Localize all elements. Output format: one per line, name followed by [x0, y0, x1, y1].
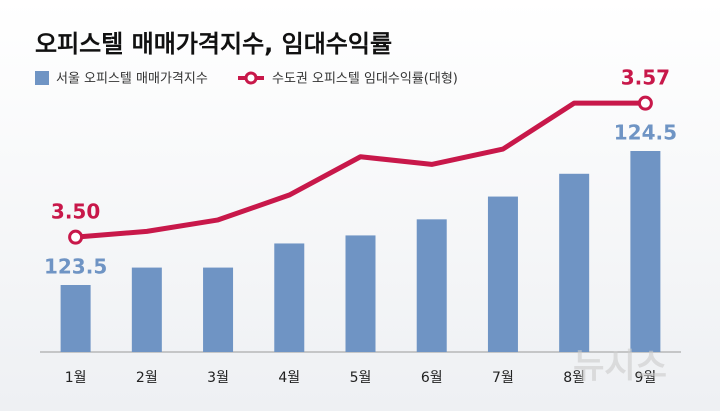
- legend-label: 수도권 오피스텔 임대수익률(대형): [272, 72, 458, 87]
- data-label: 3.57: [621, 66, 670, 90]
- data-label: 123.5: [44, 255, 107, 279]
- x-tick-label: 7월: [492, 370, 514, 386]
- x-tick-label: 6월: [421, 370, 443, 386]
- bar: [131, 267, 162, 352]
- bar: [630, 151, 661, 352]
- x-tick-label: 2월: [136, 370, 158, 386]
- line-marker: [637, 95, 653, 111]
- bar: [345, 235, 376, 352]
- x-tick-label: 5월: [350, 370, 372, 386]
- x-tick-label: 8월: [563, 370, 585, 386]
- legend-swatch: [35, 71, 49, 85]
- bar: [60, 285, 91, 352]
- bar: [487, 196, 518, 352]
- x-tick-label: 1월: [65, 370, 87, 386]
- x-tick-label: 3월: [207, 370, 229, 386]
- data-label: 124.5: [614, 121, 677, 145]
- legend-marker: [244, 71, 258, 85]
- bar: [559, 173, 590, 352]
- watermark: 뉴시스: [573, 347, 667, 387]
- bar: [203, 267, 234, 352]
- x-tick-label: 9월: [634, 370, 656, 386]
- line: [75, 100, 646, 240]
- x-tick-label: 4월: [278, 370, 300, 386]
- legend-label: 서울 오피스텔 매매가격지수: [56, 72, 208, 87]
- chart-title: 오피스텔 매매가격지수, 임대수익률: [35, 30, 392, 58]
- data-label: 3.50: [51, 200, 100, 224]
- bar: [416, 219, 447, 352]
- bar: [274, 243, 305, 352]
- line-marker: [68, 229, 84, 245]
